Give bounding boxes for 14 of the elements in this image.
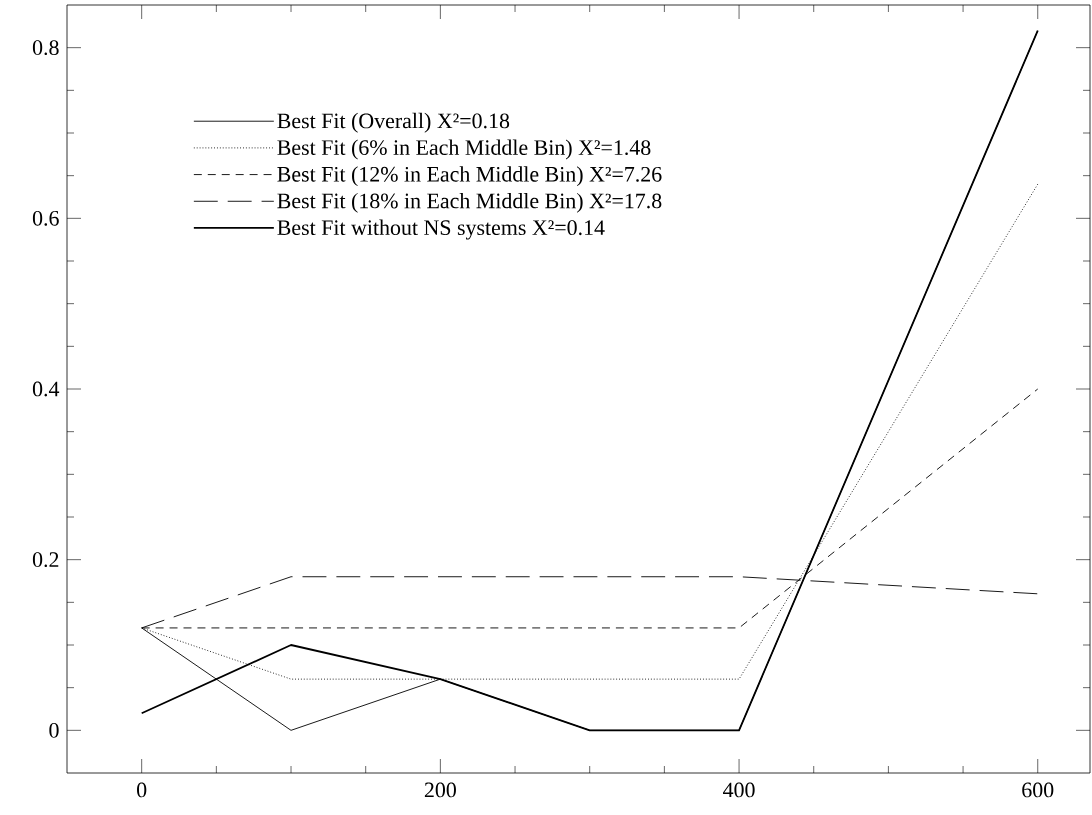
y-tick-label: 0.6: [32, 210, 59, 226]
x-tick-label: 200: [424, 782, 456, 798]
legend-label: Best Fit without NS systems X²=0.14: [277, 219, 605, 240]
x-tick-label: 0: [137, 782, 147, 798]
x-tick-label: 400: [723, 782, 755, 798]
legend-label: Best Fit (18% in Each Middle Bin) X²=17.8: [277, 192, 662, 213]
x-tick-label: 600: [1022, 782, 1054, 798]
legend-label: Best Fit (Overall) X²=0.18: [277, 112, 510, 133]
y-tick-label: 0.8: [32, 40, 59, 56]
y-tick-label: 0.4: [32, 381, 60, 397]
y-tick-label: 0.2: [32, 552, 59, 568]
legend-label: Best Fit (6% in Each Middle Bin) X²=1.48: [277, 139, 651, 160]
legend-label: Best Fit (12% in Each Middle Bin) X²=7.26: [277, 166, 662, 187]
y-tick-label: 0: [49, 722, 59, 738]
